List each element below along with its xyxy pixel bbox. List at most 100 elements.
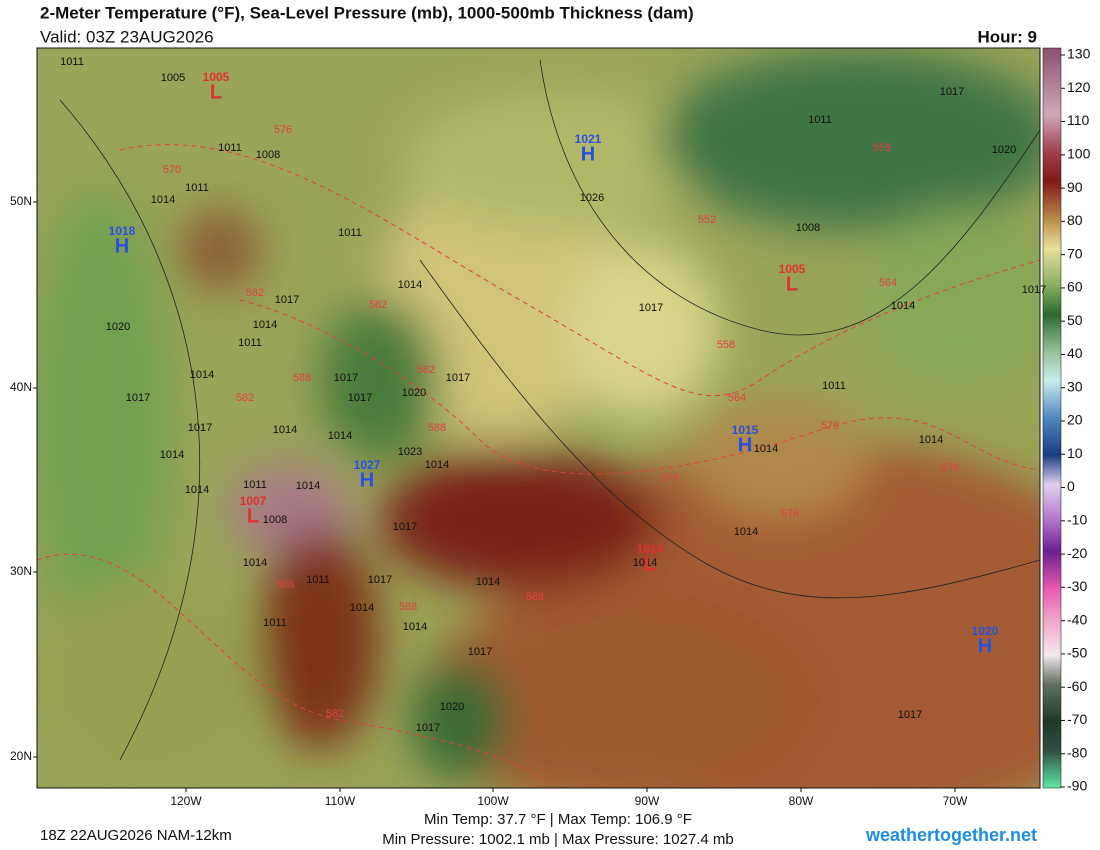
isobar-label: 1014 <box>891 300 915 312</box>
thickness-label: 582 <box>369 299 387 311</box>
thickness-contour <box>119 144 1040 397</box>
pressure-center-value: 1027 <box>354 458 381 472</box>
isobar-label: 1020 <box>402 387 426 399</box>
longitude-label: 110W <box>325 794 356 808</box>
isobar-label: 1020 <box>106 321 130 333</box>
thickness-label: 576 <box>274 124 292 136</box>
pressure-center-value: 1007 <box>240 494 267 508</box>
map-title: 2-Meter Temperature (°F), Sea-Level Pres… <box>40 3 694 22</box>
colorbar-label: -30 <box>1067 578 1087 594</box>
colorbar-label: 70 <box>1067 245 1083 261</box>
pressure-center-symbol: L <box>210 81 222 103</box>
thickness-label: 552 <box>698 214 716 226</box>
thickness-label: 570 <box>821 420 839 432</box>
map-field <box>37 48 1040 788</box>
temperature-shading <box>37 50 1040 788</box>
thickness-label: 558 <box>717 339 735 351</box>
pressure-center-value: 1005 <box>203 70 230 84</box>
colorbar-label: 20 <box>1067 412 1083 428</box>
colorbar-label: 50 <box>1067 312 1083 328</box>
isobar-label: 1014 <box>243 557 267 569</box>
pressure-center-symbol: L <box>786 273 798 295</box>
pressure-center-value: 1014 <box>637 542 664 556</box>
colorbar-label: 110 <box>1067 112 1090 128</box>
colorbar-label: 100 <box>1067 146 1091 162</box>
isobar-label: 1014 <box>734 526 758 538</box>
thickness-label: 570 <box>163 164 181 176</box>
isobar-label: 1014 <box>919 434 943 446</box>
latitude-label: 30N <box>10 564 32 578</box>
isobar-label: 1005 <box>161 72 185 84</box>
thickness-contour <box>239 299 1040 475</box>
colorbar-label: 130 <box>1067 46 1091 62</box>
isobar-label: 1014 <box>273 424 297 436</box>
isobar-label: 1017 <box>639 302 663 314</box>
isobar-label: 1014 <box>476 576 500 588</box>
isobar-label: 1011 <box>243 479 267 491</box>
pressure-center-symbol: L <box>247 505 259 527</box>
isobar-label: 1014 <box>151 194 175 206</box>
isobar-label: 1014 <box>425 459 449 471</box>
pressure-center-value: 1005 <box>779 262 806 276</box>
thickness-label: 588 <box>293 372 311 384</box>
colorbar-label: -90 <box>1067 778 1087 794</box>
pressure-center-value: 1021 <box>575 132 602 146</box>
pressure-center-value: 1018 <box>109 224 136 238</box>
thickness-label: 564 <box>879 277 897 289</box>
temperature-range: Min Temp: 37.7 °F | Max Temp: 106.9 °F <box>424 811 692 828</box>
isobar-label: 1023 <box>398 446 422 458</box>
colorbar-label: 40 <box>1067 345 1083 361</box>
colorbar-label: 80 <box>1067 212 1083 228</box>
isobar-label: 1026 <box>580 192 604 204</box>
thickness-label: 588 <box>428 422 446 434</box>
isobar <box>539 59 1040 336</box>
isobar-label: 1017 <box>1022 284 1046 296</box>
isobar-label: 1014 <box>253 319 277 331</box>
colorbar-label: -10 <box>1067 512 1087 528</box>
thickness-label: 582 <box>417 364 435 376</box>
thickness-label: 582 <box>236 392 254 404</box>
thickness-label: 558 <box>873 142 891 154</box>
pressure-center-symbol: H <box>360 469 374 491</box>
thickness-label: 588 <box>526 591 544 603</box>
longitude-label: 100W <box>477 794 509 808</box>
longitude-label: 80W <box>789 794 814 808</box>
isobar-label: 1020 <box>992 144 1016 156</box>
isobar-label: 1014 <box>328 430 352 442</box>
isobar-label: 1011 <box>238 337 262 349</box>
thickness-label: 576 <box>661 472 679 484</box>
isobar-label: 1014 <box>633 557 657 569</box>
isobar-label: 1008 <box>256 149 280 161</box>
isobar-label: 1014 <box>185 484 209 496</box>
isobar-label: 1011 <box>808 114 832 126</box>
isobar-label: 1011 <box>185 182 209 194</box>
pressure-center-symbol: L <box>644 553 656 575</box>
isobar-label: 1011 <box>822 380 846 392</box>
colorbar-label: -60 <box>1067 678 1087 694</box>
isobar-label: 1017 <box>275 294 299 306</box>
pressure-center-value: 1015 <box>732 423 759 437</box>
colorbar-label: -40 <box>1067 611 1087 627</box>
isobar-label: 1014 <box>398 279 422 291</box>
isobar-label: 1017 <box>898 709 922 721</box>
colorbar-label: -50 <box>1067 645 1087 661</box>
thickness-label: 588 <box>276 579 294 591</box>
isobar-label: 1011 <box>263 617 287 629</box>
map-frame <box>36 47 1041 789</box>
thickness-label: 582 <box>246 287 264 299</box>
isobar-label: 1017 <box>416 722 440 734</box>
isobar-label: 1017 <box>940 86 964 98</box>
colorbar-label: -80 <box>1067 744 1087 760</box>
isobar-label: 1017 <box>368 574 392 586</box>
isobar-label: 1014 <box>296 480 320 492</box>
isobar-label: 1017 <box>188 422 212 434</box>
latitude-label: 20N <box>10 749 32 763</box>
isobar-label: 1017 <box>468 646 492 658</box>
thickness-label: 582 <box>326 708 344 720</box>
isobar-label: 1011 <box>60 56 84 68</box>
colorbar-label: 90 <box>1067 179 1083 195</box>
forecast-hour: Hour: 9 <box>978 27 1038 46</box>
thickness-label: 564 <box>728 392 746 404</box>
model-run: 18Z 22AUG2026 NAM-12km <box>40 827 232 844</box>
